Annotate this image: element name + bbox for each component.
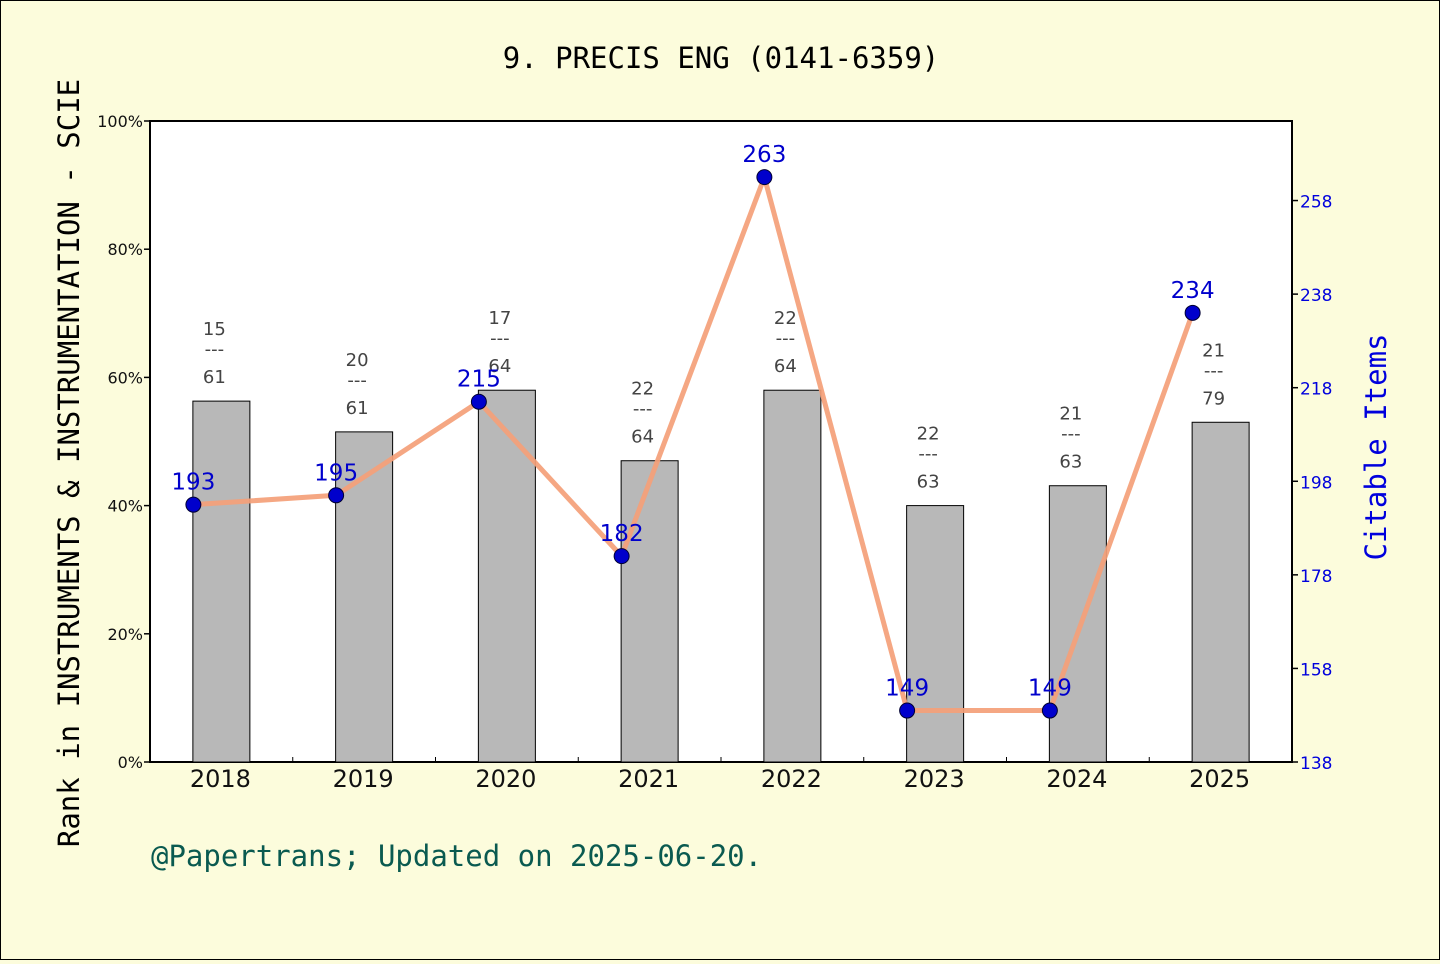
x-tick-label-2019: 2019 (333, 765, 394, 793)
citable-label-2023: 149 (885, 676, 929, 702)
rank-separator-2024: --- (1061, 424, 1081, 445)
rank-separator-2023: --- (918, 444, 938, 465)
y-right-tick-label: 178 (1300, 567, 1332, 587)
x-tick-label-2018: 2018 (190, 765, 251, 793)
rank-separator-2021: --- (633, 399, 653, 420)
x-tick-label-2022: 2022 (761, 765, 822, 793)
rank-separator-2019: --- (347, 370, 367, 391)
y-left-tick-label: 20% (107, 625, 143, 644)
bar-2021 (620, 460, 679, 763)
y-left-tick-label: 60% (107, 368, 143, 387)
citable-point-2021 (613, 548, 630, 565)
total-label-2025: 79 (1202, 388, 1225, 409)
y-left-tick-label: 40% (107, 497, 143, 516)
citable-label-2021: 182 (600, 521, 644, 547)
citable-label-2018: 193 (171, 470, 215, 496)
citable-point-2024 (1041, 702, 1058, 719)
x-tick-label-2023: 2023 (904, 765, 965, 793)
citable-label-2020: 215 (457, 367, 501, 393)
rank-label-2020: 17 (488, 308, 511, 329)
y-right-tick-label: 258 (1300, 193, 1332, 213)
citable-point-2025 (1184, 304, 1201, 321)
total-label-2021: 64 (631, 427, 654, 448)
citable-point-2023 (899, 702, 916, 719)
bar-2018 (192, 400, 251, 763)
rank-separator-2022: --- (776, 328, 796, 349)
total-label-2018: 61 (203, 367, 226, 388)
citable-items-line (193, 174, 1195, 714)
bar-2024 (1048, 485, 1107, 763)
plot-area (149, 120, 1293, 763)
rank-label-2025: 21 (1202, 340, 1225, 361)
rank-separator-2018: --- (205, 339, 225, 360)
citable-point-2020 (470, 393, 487, 410)
chart-title: 9. PRECIS ENG (0141-6359) (503, 41, 940, 75)
line-series: 193 195 215 182 263 149 149 234 (171, 142, 1215, 719)
y-right-tick-label: 198 (1300, 473, 1332, 493)
y-right-tick-label: 158 (1300, 660, 1332, 680)
y-axis-right-label: Citable Items (1359, 334, 1393, 561)
total-label-2019: 61 (346, 398, 369, 419)
y-axis-left-label: Rank in INSTRUMENTS & INSTRUMENTATION - … (52, 79, 86, 847)
y-left-tick-label: 100% (97, 112, 143, 131)
rank-label-2021: 22 (631, 379, 654, 400)
y-right-tick-label: 238 (1300, 286, 1332, 306)
citable-point-2019 (328, 487, 345, 504)
total-label-2020: 64 (488, 356, 511, 377)
bar-2020 (477, 389, 536, 763)
y-left-tick-label: 0% (118, 753, 143, 772)
citable-point-2018 (185, 496, 202, 513)
rank-label-2019: 20 (346, 350, 369, 371)
citable-point-2022 (756, 169, 773, 186)
rank-separator-2020: --- (490, 328, 510, 349)
y-right-tick-label: 218 (1300, 380, 1332, 400)
y-right-tick-label: 138 (1300, 754, 1332, 774)
x-tick-label-2024: 2024 (1046, 765, 1107, 793)
rank-fraction-labels: 15---6120---6117---6422---6422---6422---… (203, 308, 1225, 492)
total-label-2023: 63 (917, 472, 940, 493)
rank-label-2024: 21 (1059, 404, 1082, 425)
bar-2023 (906, 505, 965, 763)
footer-credit: @Papertrans; Updated on 2025-06-20. (151, 839, 762, 873)
y-left-tick-label: 80% (107, 240, 143, 259)
x-tick-label-2025: 2025 (1189, 765, 1250, 793)
axes: 0% 20% 40% 60% 80% 100% 138 158 178 198 218 238 258 2… (97, 112, 1332, 793)
bar-2025 (1191, 421, 1250, 763)
citable-label-2025: 234 (1171, 278, 1215, 304)
bar-2022 (763, 389, 822, 763)
rank-label-2023: 22 (917, 424, 940, 445)
bar-series (192, 389, 1250, 763)
x-tick-label-2021: 2021 (618, 765, 679, 793)
total-label-2022: 64 (774, 356, 797, 377)
rank-separator-2025: --- (1204, 360, 1224, 381)
citable-label-2019: 195 (314, 460, 358, 486)
total-label-2024: 63 (1059, 452, 1082, 473)
citable-label-2022: 263 (742, 142, 786, 168)
x-tick-label-2020: 2020 (475, 765, 536, 793)
rank-label-2022: 22 (774, 308, 797, 329)
citable-label-2024: 149 (1028, 676, 1072, 702)
rank-label-2018: 15 (203, 319, 226, 340)
